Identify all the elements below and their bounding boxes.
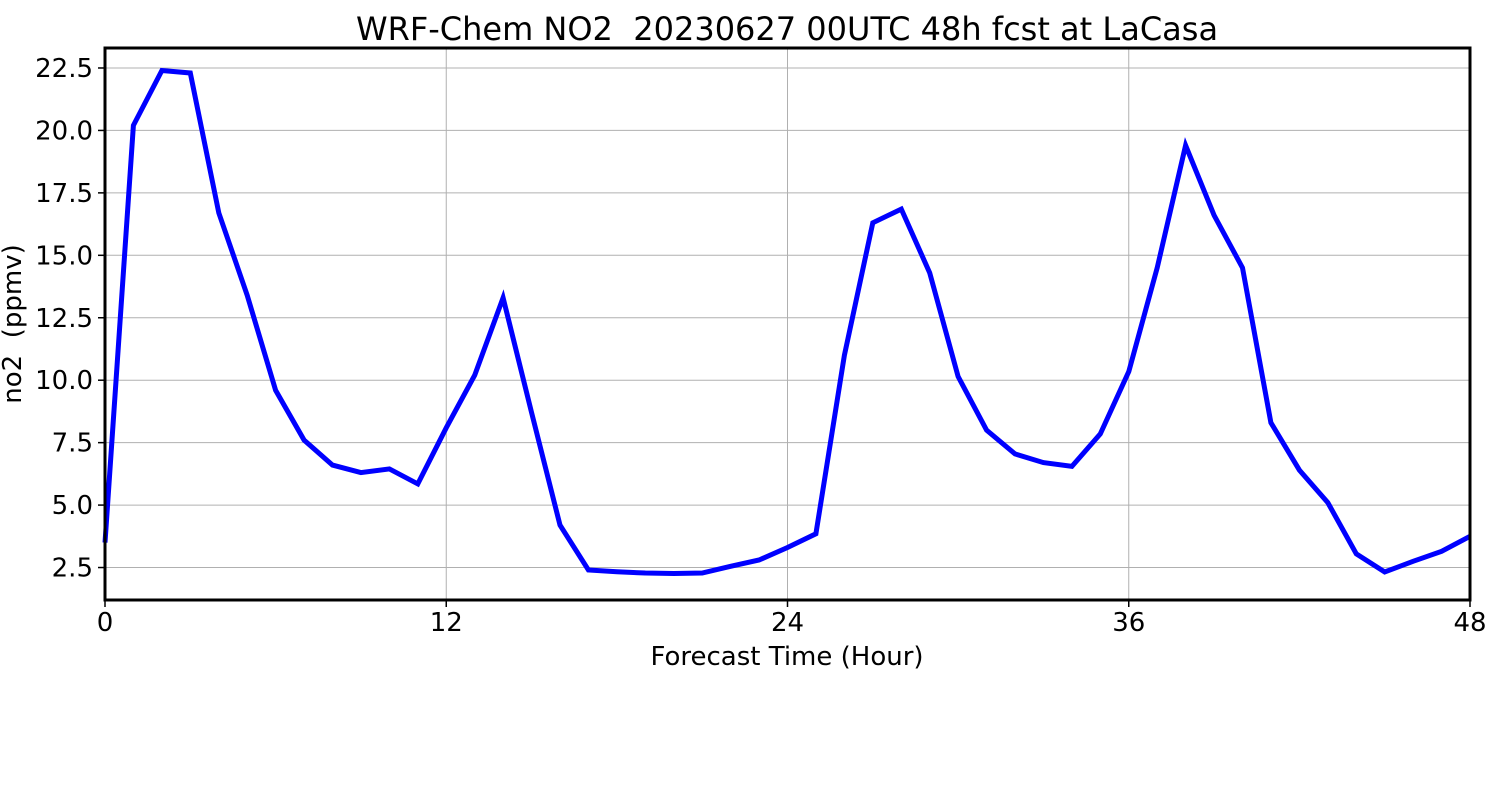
x-axis-label: Forecast Time (Hour) bbox=[650, 642, 923, 672]
x-tick-label: 24 bbox=[771, 608, 804, 638]
y-tick-label: 20.0 bbox=[35, 116, 93, 146]
y-tick-label: 22.5 bbox=[35, 54, 93, 84]
y-tick-label: 10.0 bbox=[35, 366, 93, 396]
series-layer bbox=[102, 67, 1472, 577]
y-tick-label: 15.0 bbox=[35, 241, 93, 271]
y-axis-label: no2 (ppmv) bbox=[0, 244, 28, 403]
chart-title: WRF-Chem NO2 20230627 00UTC 48h fcst at … bbox=[356, 10, 1218, 48]
tick-layer: 2.5 5.0 7.5 10.0 12.5 15.0 17.5 20.0 22.5 0 12 24 36… bbox=[35, 54, 1486, 638]
x-tick-label: 0 bbox=[97, 608, 114, 638]
y-tick-label: 5.0 bbox=[52, 491, 93, 521]
y-tick-label: 12.5 bbox=[35, 304, 93, 334]
x-tick-label: 36 bbox=[1112, 608, 1145, 638]
y-tick-label: 7.5 bbox=[52, 429, 93, 459]
y-tick-label: 2.5 bbox=[52, 554, 93, 584]
x-tick-label: 12 bbox=[430, 608, 463, 638]
y-tick-label: 17.5 bbox=[35, 179, 93, 209]
grid-lines bbox=[104, 48, 1471, 600]
x-tick-label: 48 bbox=[1453, 608, 1486, 638]
no2-series-line bbox=[102, 67, 1472, 577]
